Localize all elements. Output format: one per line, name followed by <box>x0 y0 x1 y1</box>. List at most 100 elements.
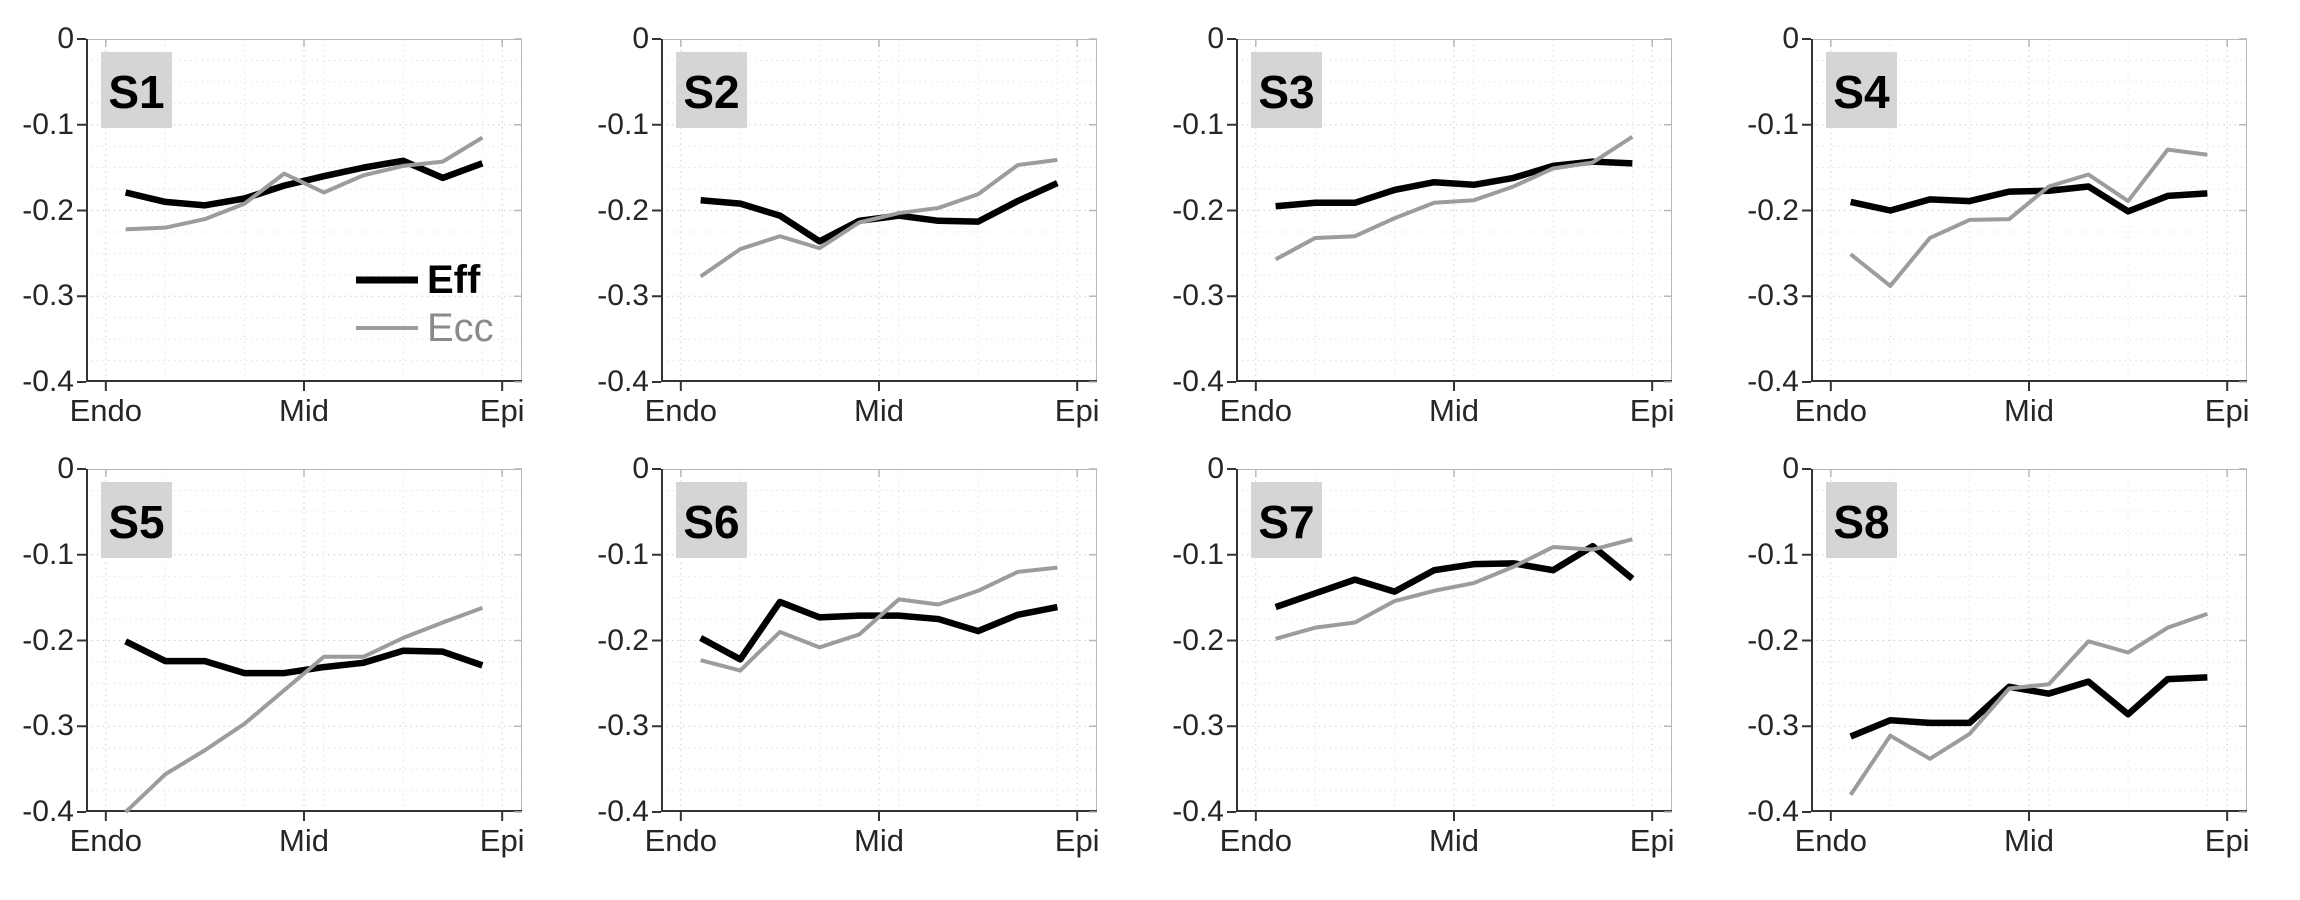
eff-line-s8 <box>1849 674 2208 740</box>
y-tick-label: -0.4 <box>22 795 74 828</box>
x-tick-label: Endo <box>1219 393 1293 428</box>
y-tick-label: -0.3 <box>597 279 649 313</box>
y-tick-label: -0.1 <box>1747 537 1799 571</box>
y-axis-tick-labels: 0 -0.1 -0.2 -0.3 -0.4 <box>575 452 649 828</box>
axes-s7: S7 <box>1227 468 1672 821</box>
subplot-s5: 0 -0.1 -0.2 -0.3 -0.4 S5 Endo Mid Epi <box>0 430 575 900</box>
y-tick-label: -0.3 <box>1172 279 1224 313</box>
y-tick-label: -0.4 <box>1747 795 1799 828</box>
x-tick-label: Mid <box>854 393 904 428</box>
y-axis-tick-labels: 0 -0.1 -0.2 -0.3 -0.4 <box>575 22 649 398</box>
eff-line-s5 <box>124 638 484 677</box>
y-axis-tick-labels: 0 -0.1 -0.2 -0.3 -0.4 <box>1725 452 1799 828</box>
subplot-label-box <box>101 52 172 128</box>
y-tick-label: -0.3 <box>1747 279 1799 313</box>
subplot-label-box <box>101 482 172 558</box>
x-tick-label: Epi <box>479 823 525 858</box>
subplot-s6: 0 -0.1 -0.2 -0.3 -0.4 S6 Endo Mid Epi <box>575 430 1150 900</box>
x-tick-label: Endo <box>644 393 718 428</box>
y-axis-tick-labels: 0 -0.1 -0.2 -0.3 -0.4 <box>1150 452 1224 828</box>
x-axis-tick-labels: Endo Mid Epi <box>645 392 1100 432</box>
y-tick-label: -0.4 <box>1172 795 1224 828</box>
y-tick-label: -0.3 <box>1747 709 1799 743</box>
ecc-line-s3 <box>1274 135 1634 262</box>
subplot-label: S6 <box>683 496 739 548</box>
y-tick-label: -0.1 <box>1172 537 1224 571</box>
x-tick-label: Mid <box>2004 393 2054 428</box>
ecc-line-s7 <box>1275 537 1633 641</box>
subplot-label-box <box>1251 52 1322 128</box>
x-axis-tick-labels: Endo Mid Epi <box>1220 392 1675 432</box>
x-tick-label: Mid <box>2004 823 2054 858</box>
x-tick-label: Endo <box>1794 393 1868 428</box>
y-axis-tick-labels: 0 -0.1 -0.2 -0.3 -0.4 <box>0 452 74 828</box>
y-tick-label: -0.1 <box>1172 107 1224 141</box>
axes-s6: S6 <box>652 468 1097 821</box>
ecc-line-s4 <box>1849 147 2208 288</box>
subplot-label: S8 <box>1833 496 1889 548</box>
y-axis-tick-labels: 0 -0.1 -0.2 -0.3 -0.4 <box>1150 22 1224 398</box>
x-axis-tick-labels: Endo Mid Epi <box>1795 392 2250 432</box>
y-tick-label: 0 <box>1782 452 1799 485</box>
x-tick-label: Mid <box>279 393 329 428</box>
subplot-label: S7 <box>1258 496 1314 548</box>
x-tick-label: Epi <box>479 393 525 428</box>
plot-area: S2 <box>652 38 1097 391</box>
y-tick-label: -0.2 <box>1172 623 1224 657</box>
y-tick-label: -0.1 <box>22 107 74 141</box>
ecc-line-s8 <box>1848 612 2209 796</box>
subplot-label-box <box>1826 52 1897 128</box>
subplot-label: S1 <box>108 66 164 118</box>
y-tick-label: -0.2 <box>597 623 649 657</box>
subplot-s7: 0 -0.1 -0.2 -0.3 -0.4 S7 Endo Mid Epi <box>1150 430 1725 900</box>
y-tick-label: -0.4 <box>597 365 649 398</box>
y-tick-label: 0 <box>1207 452 1224 485</box>
y-tick-label: -0.4 <box>1747 365 1799 398</box>
y-tick-label: -0.2 <box>597 193 649 227</box>
y-tick-label: -0.3 <box>22 709 74 743</box>
y-tick-label: 0 <box>57 22 74 55</box>
subplot-s3: 0 -0.1 -0.2 -0.3 -0.4 S3 Endo Mid Epi <box>1150 0 1725 430</box>
plot-area: S5 <box>77 468 522 821</box>
x-tick-label: Epi <box>2204 823 2250 858</box>
y-tick-label: -0.1 <box>597 537 649 571</box>
x-axis-tick-labels: Endo Mid Epi <box>645 822 1100 862</box>
plot-area: S1 Eff Ecc <box>77 38 522 391</box>
subplot-s4: 0 -0.1 -0.2 -0.3 -0.4 S4 Endo Mid Epi <box>1725 0 2300 430</box>
legend-ecc-label: Ecc <box>427 306 494 350</box>
x-tick-label: Endo <box>69 823 143 858</box>
x-tick-label: Epi <box>1629 823 1675 858</box>
y-tick-label: -0.2 <box>22 193 74 227</box>
y-tick-label: 0 <box>1782 22 1799 55</box>
axes-s4: S4 <box>1802 38 2247 391</box>
x-tick-label: Epi <box>1054 823 1100 858</box>
subplot-s2: 0 -0.1 -0.2 -0.3 -0.4 S2 Endo Mid Epi <box>575 0 1150 430</box>
y-tick-label: -0.4 <box>597 795 649 828</box>
y-axis-tick-labels: 0 -0.1 -0.2 -0.3 -0.4 <box>1725 22 1799 398</box>
axes-s2: S2 <box>652 38 1097 391</box>
x-tick-label: Endo <box>644 823 718 858</box>
y-tick-label: -0.2 <box>1747 623 1799 657</box>
axes-s5: S5 <box>77 468 522 821</box>
y-tick-label: -0.2 <box>22 623 74 657</box>
y-tick-label: -0.2 <box>1747 193 1799 227</box>
y-tick-label: -0.3 <box>22 279 74 313</box>
subplot-s1: 0 -0.1 -0.2 -0.3 -0.4 S1 Eff Ecc Endo Mid Epi <box>0 0 575 430</box>
subplot-label: S2 <box>683 66 739 118</box>
y-tick-label: -0.4 <box>1172 365 1224 398</box>
ecc-line-s2 <box>699 157 1058 279</box>
y-tick-label: -0.2 <box>1172 193 1224 227</box>
x-tick-label: Mid <box>854 823 904 858</box>
x-axis-tick-labels: Endo Mid Epi <box>1220 822 1675 862</box>
x-tick-label: Endo <box>69 393 143 428</box>
x-tick-label: Epi <box>1629 393 1675 428</box>
eff-line-s7 <box>1274 542 1635 611</box>
subplot-label: S3 <box>1258 66 1314 118</box>
y-tick-label: -0.1 <box>22 537 74 571</box>
x-axis-tick-labels: Endo Mid Epi <box>70 822 525 862</box>
ecc-line-s5 <box>124 606 484 814</box>
x-tick-label: Endo <box>1219 823 1293 858</box>
y-tick-label: 0 <box>632 22 649 55</box>
